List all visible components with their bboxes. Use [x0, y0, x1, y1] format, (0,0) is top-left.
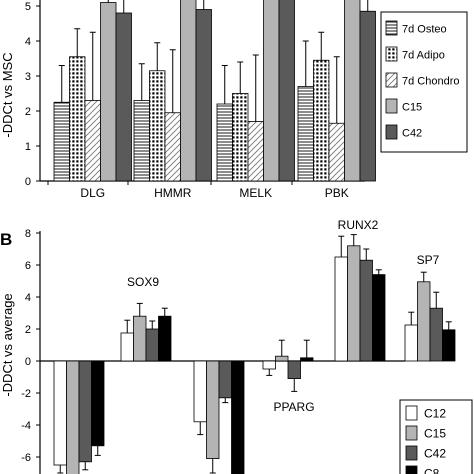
bar: [287, 360, 301, 380]
legend: C12 C15 C42 C8: [399, 399, 473, 474]
y-tick-label: 5: [25, 1, 31, 13]
bar: [115, 12, 132, 182]
legend-label: C15: [402, 102, 422, 114]
bar: [133, 315, 147, 362]
legend-label: 7d Osteo: [402, 24, 447, 36]
y-tick-label: 8: [25, 228, 31, 240]
bar: [216, 103, 233, 182]
bar: [429, 307, 443, 362]
legend-swatch: [385, 124, 398, 140]
y-tick-label: 4: [25, 36, 31, 48]
bar: [53, 101, 70, 182]
bar: [232, 93, 249, 182]
legend-label: 7d Adipo: [402, 50, 445, 62]
bar: [300, 357, 314, 362]
category-labels: DLG HMMR MELK PBK: [80, 186, 348, 200]
bar: [231, 360, 245, 474]
y-tick-label: 4: [25, 292, 31, 304]
bars: [53, 234, 456, 474]
legend-label: 7d Chondro: [402, 76, 460, 88]
bar: [91, 360, 105, 447]
y-tick-label: 1: [25, 141, 31, 153]
bar: [417, 281, 431, 362]
bar: [372, 274, 386, 362]
bar: [145, 328, 159, 362]
category-label: RUNX2: [338, 218, 379, 232]
legend-swatch: [385, 46, 398, 62]
category-label: PPARG: [273, 400, 314, 414]
y-tick-label: 0: [25, 356, 31, 368]
bar: [133, 100, 150, 182]
legend-label: C12: [424, 407, 446, 421]
chart-panel-b: B -DDCt vs average -6 -4 -2 0 2 4 6 8 SOX9 PPARG…: [0, 218, 473, 474]
bar: [278, 0, 295, 182]
y-axis-label: -DDCt vs average: [0, 293, 15, 396]
legend-label: C8: [424, 467, 440, 474]
bar: [328, 122, 345, 182]
category-label: SOX9: [127, 275, 159, 289]
y-tick-label: 2: [25, 324, 31, 336]
legend-label: C42: [402, 128, 422, 140]
bar: [66, 360, 80, 474]
legend-swatch: [405, 425, 418, 441]
legend-swatch: [385, 72, 398, 88]
legend: 7d Osteo 7d Adipo 7d Chondro C15 C42: [380, 11, 468, 153]
y-axis-label: -DDCt vs MSC: [0, 52, 15, 137]
y-tick-label: -6: [21, 452, 31, 464]
bar: [262, 360, 276, 370]
bar: [180, 0, 197, 182]
bar: [158, 315, 172, 362]
bar: [149, 70, 166, 182]
bar: [53, 360, 67, 466]
bar: [347, 245, 361, 362]
bar: [100, 2, 117, 182]
y-tick-label: 0: [25, 176, 31, 188]
category-labels: SOX9 PPARG RUNX2 SP7: [127, 218, 440, 414]
bar: [359, 259, 373, 362]
bar: [195, 9, 212, 182]
category-label: MELK: [239, 186, 272, 200]
category-label: PBK: [325, 186, 349, 200]
y-tick-label: 2: [25, 106, 31, 118]
y-tick-label: 3: [25, 71, 31, 83]
bar: [193, 360, 207, 423]
legend-swatch: [405, 465, 418, 474]
bar: [164, 112, 181, 182]
y-tick-label: -2: [21, 388, 31, 400]
y-tick-label: -4: [21, 420, 31, 432]
category-label: SP7: [417, 253, 440, 267]
bar: [69, 56, 86, 182]
bar: [404, 324, 418, 362]
legend-label: C15: [424, 427, 446, 441]
category-label: DLG: [80, 186, 105, 200]
bar: [334, 256, 348, 362]
bar: [313, 59, 330, 182]
legend-swatch: [385, 20, 398, 36]
bar: [218, 360, 232, 399]
legend-swatch: [405, 445, 418, 461]
bar: [442, 329, 456, 362]
bar: [78, 360, 92, 463]
legend-swatch: [385, 98, 398, 114]
bar: [84, 100, 101, 182]
legend-label: C42: [424, 447, 446, 461]
bar: [359, 10, 376, 182]
category-label: HMMR: [154, 186, 192, 200]
legend-swatch: [405, 405, 418, 421]
bars: [53, 0, 376, 182]
y-tick-label: 6: [25, 260, 31, 272]
bar: [120, 332, 134, 362]
chart-panel-a: -DDCt vs MSC 0 1 2 3 4 5 DLG HMMR MELK PBK 7d Os…: [0, 0, 468, 200]
bar: [263, 0, 280, 182]
panel-label: B: [0, 230, 12, 249]
bar: [275, 355, 289, 362]
bar: [344, 0, 361, 182]
bar: [297, 86, 314, 182]
bar: [247, 121, 264, 182]
bar: [206, 360, 220, 459]
